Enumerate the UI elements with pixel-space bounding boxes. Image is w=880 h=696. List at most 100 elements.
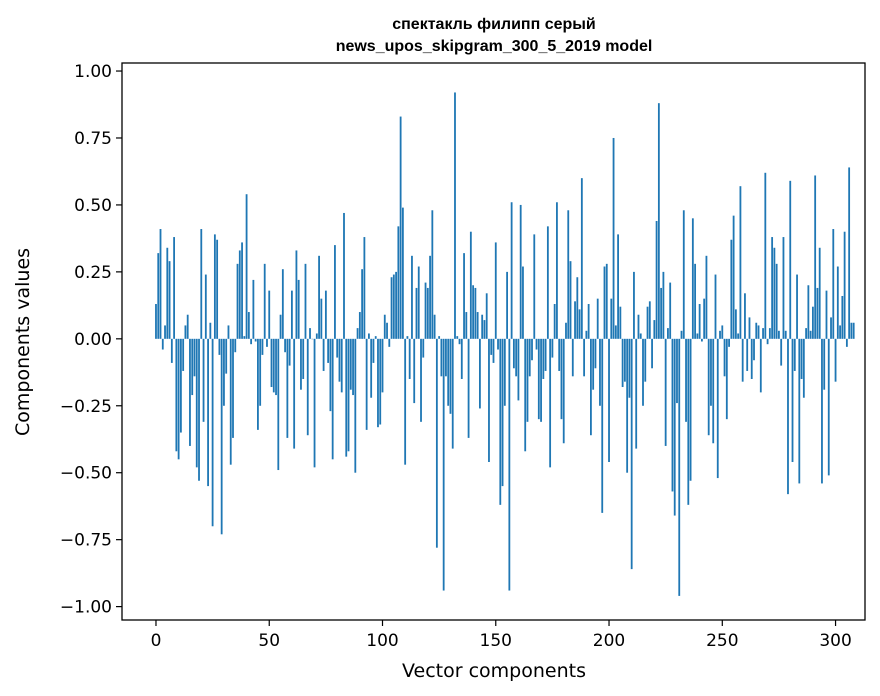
bar [179,338,182,433]
bar [522,266,524,339]
bar [236,263,239,339]
bar [789,180,792,339]
bar [542,338,545,379]
bar [488,338,490,462]
bar [771,237,774,339]
bar [238,250,241,339]
bar [413,338,416,404]
bar [227,325,230,339]
bar [164,325,166,339]
bar [678,338,681,596]
bar [358,312,361,339]
bar [331,338,334,460]
bar [759,338,762,393]
bar [386,322,388,339]
y-tick-label: 0.00 [74,330,112,350]
bar [241,242,243,339]
bar [553,304,556,339]
bar [764,172,767,339]
chart-title-line-1: спектакль филипп серый [392,16,596,33]
bar [288,338,291,366]
bar [397,226,400,339]
bar [320,298,323,339]
bar [193,338,196,377]
bar [512,338,515,369]
bar [433,314,436,339]
bar [182,338,185,371]
bar [381,338,384,393]
bar [368,333,370,339]
bar [721,325,724,339]
bar [426,287,429,339]
bar [363,237,366,339]
bar [841,295,844,339]
bar [506,271,508,339]
bar [451,338,454,449]
bar [682,210,685,339]
bar [374,336,377,339]
bar [787,338,789,495]
bar [501,338,504,487]
y-tick-label: −0.25 [60,397,112,417]
bar [499,338,502,505]
x-tick-label: 300 [819,631,851,651]
bar [429,255,431,339]
bar [467,338,470,438]
bar [680,330,683,339]
bar [257,338,259,430]
bar [447,338,450,406]
bar [587,304,590,339]
bar [723,338,726,377]
bar [211,338,214,527]
bar [823,338,826,390]
bar [524,338,527,452]
bar [202,338,205,422]
bar [621,338,624,388]
x-tick-label: 250 [706,631,738,651]
bar [766,338,769,345]
bar [836,266,839,339]
bar [195,338,198,468]
bar [848,167,851,339]
bar [605,263,608,339]
y-axis-ticks: 1.00 0.75 0.50 0.25 0.00 −0.25 −0.50 −0.75 −1.00 [60,62,122,618]
bar [408,338,411,379]
bar [379,338,382,425]
bar [562,338,565,444]
bar [755,322,758,339]
bar [762,328,764,339]
bar [694,263,697,339]
bar [612,137,615,339]
bar [816,287,819,339]
bar [732,215,735,339]
bar [173,237,175,339]
bar [449,338,452,414]
bar [807,285,810,339]
x-axis-label: Vector components [402,660,586,682]
bar [213,234,216,339]
bar [671,338,674,492]
x-tick-label: 100 [366,631,398,651]
bar [372,338,375,363]
bar [610,298,613,339]
bar [438,336,441,339]
bar [177,338,180,460]
y-tick-label: −0.50 [60,464,112,484]
bar [406,336,409,339]
bar [431,210,434,339]
bar [664,338,667,446]
bar [250,338,253,345]
bar [714,274,717,339]
bar [284,338,286,353]
bar [286,338,289,438]
bar [648,301,651,339]
bar [519,204,522,339]
bar [472,285,475,339]
bar [399,116,402,339]
bar [809,330,812,339]
bar [716,338,719,479]
bar [168,261,171,339]
bar [456,336,459,339]
y-tick-label: 1.00 [74,62,112,82]
